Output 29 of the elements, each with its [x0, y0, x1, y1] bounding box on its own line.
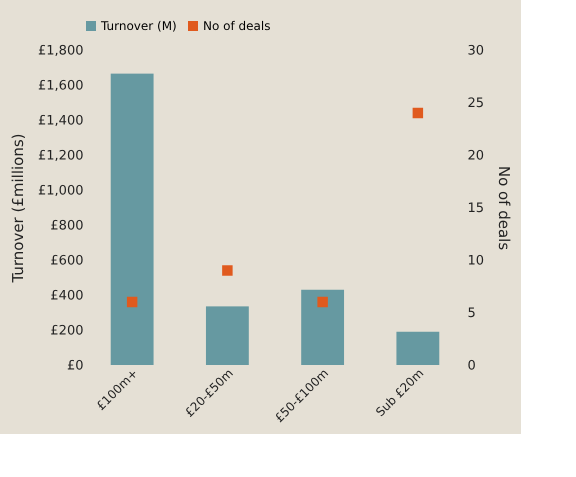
point	[412, 108, 424, 118]
y-tick-label: £1,000	[38, 184, 84, 198]
bar	[396, 332, 440, 365]
bar	[206, 306, 249, 365]
point	[222, 265, 233, 276]
y-tick-label: £600	[50, 254, 84, 268]
y-tick-label: £1,400	[38, 114, 84, 128]
y-tick-label: £800	[50, 218, 84, 234]
legend-label: No of deals	[203, 19, 270, 33]
point	[126, 296, 138, 308]
y2-tick-label: 30	[468, 44, 484, 58]
legend-label: Turnover (M)	[100, 19, 177, 33]
y-axis-title: Turnover (£millions)	[9, 133, 28, 284]
y-tick-label: £1,800	[38, 44, 84, 58]
bar	[301, 290, 344, 365]
y2-tick-label: 25	[468, 96, 484, 111]
y2-tick-label: 15	[468, 201, 484, 216]
y-tick-label: £400	[50, 288, 84, 304]
y2-tick-label: 5	[468, 306, 476, 321]
y2-tick-label: 20	[468, 148, 484, 164]
y2-tick-label: 0	[468, 358, 476, 374]
y2-tick-label: 10	[468, 254, 484, 268]
point	[317, 296, 328, 308]
y-tick-label: £1,200	[38, 148, 84, 164]
y-tick-label: £1,600	[38, 78, 84, 94]
y-tick-label: £0	[66, 358, 84, 374]
bar	[110, 74, 154, 365]
y2-axis-title: No of deals	[495, 166, 514, 250]
y-tick-label: £200	[50, 324, 84, 338]
